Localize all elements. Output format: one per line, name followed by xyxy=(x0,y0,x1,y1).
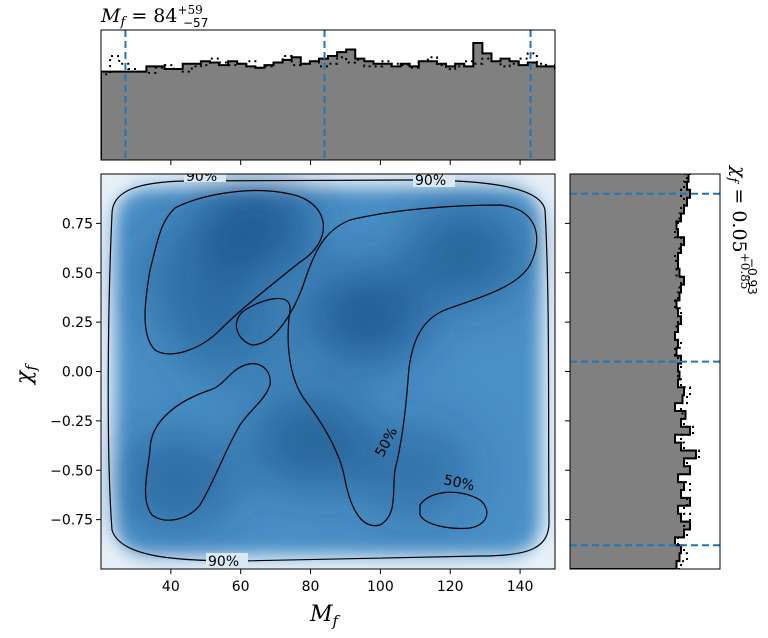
contour-50-center xyxy=(235,204,538,527)
joint-panel: 90% 90% 90% 50% 50% 40 60 80 100 120 140 −0.7… xyxy=(12,169,556,630)
density-peak-7 xyxy=(128,224,249,321)
x-axis-label-base: M xyxy=(309,602,333,627)
contour-label-90-top-right: 90% xyxy=(415,173,446,189)
right-title-sub: f xyxy=(725,177,740,185)
top-title-base: M xyxy=(100,5,121,27)
contour-label-bg-1 xyxy=(184,174,226,182)
y-axis-label: χf xyxy=(12,363,40,386)
top-title-eq: = 84 xyxy=(125,5,177,27)
top-hist-dotted xyxy=(101,52,555,160)
right-hist-fill xyxy=(570,174,696,569)
top-panel-frame xyxy=(100,29,556,161)
right-hist-dotted xyxy=(570,174,700,569)
contour-label-90-top-left: 90% xyxy=(186,169,217,185)
x-axis-label-sub: f xyxy=(332,612,341,630)
right-hist-outline xyxy=(570,174,697,569)
density-blobs xyxy=(117,179,525,529)
right-panel-yticks xyxy=(565,222,570,521)
density-heatmap: 90% 90% 90% 50% 50% xyxy=(101,169,555,570)
x-tick-label: 140 xyxy=(507,579,534,595)
top-title-sup: +59 xyxy=(177,3,202,17)
joint-yticks: −0.75 −0.50 −0.25 0.00 0.25 0.50 0.75 xyxy=(50,216,101,529)
right-marginal-title: χf = 0.05+0.85 xyxy=(725,164,752,289)
x-tick-label: 100 xyxy=(367,579,394,595)
density-peak-2 xyxy=(404,205,525,301)
top-title-inf: −57 xyxy=(183,16,208,30)
density-peak-4 xyxy=(117,432,238,529)
y-tick-label: 0.75 xyxy=(62,216,93,232)
contour-label-50-lower-right: 50% xyxy=(442,472,476,494)
y-tick-label: 0.00 xyxy=(62,365,93,381)
contour-labels: 90% 90% 90% 50% 50% xyxy=(184,169,476,570)
y-axis-label-sub: f xyxy=(22,363,40,372)
contour-50-lower-right xyxy=(419,491,488,530)
y-tick-label: −0.25 xyxy=(50,414,93,430)
top-panel-xticks xyxy=(170,160,521,165)
right-quantile-lines xyxy=(570,192,720,547)
density-peak-1 xyxy=(306,268,427,365)
joint-xticks: 40 60 80 100 120 140 xyxy=(162,569,534,595)
top-marginal-title: Mf = 84+59 xyxy=(100,3,203,30)
top-hist-outline xyxy=(101,42,555,160)
x-tick-label: 40 xyxy=(162,579,180,595)
top-hist-fill xyxy=(101,43,555,160)
right-title-inf: −0.93 xyxy=(745,258,759,295)
x-tick-label: 60 xyxy=(232,579,250,595)
x-tick-label: 120 xyxy=(437,579,464,595)
x-tick-label: 80 xyxy=(302,579,320,595)
contour-label-bg-3 xyxy=(206,553,248,568)
y-tick-label: −0.50 xyxy=(50,463,93,479)
y-tick-label: −0.75 xyxy=(50,513,93,529)
right-histogram xyxy=(570,174,700,569)
right-marginal-panel: χf = 0.05+0.85 −0.93 xyxy=(565,164,759,570)
contour-50-lower-left xyxy=(144,363,271,521)
density-peak-6 xyxy=(355,422,476,519)
top-histogram xyxy=(101,42,555,160)
x-axis-label: Mf xyxy=(309,602,341,630)
y-tick-label: 0.25 xyxy=(62,315,93,331)
right-title-base: χ xyxy=(728,164,750,179)
y-axis-label-base: χ xyxy=(12,369,37,386)
top-title-sub: f xyxy=(119,15,127,30)
right-title-sup: +0.85 xyxy=(738,253,752,290)
y-tick-label: 0.50 xyxy=(62,266,93,282)
density-peak-3 xyxy=(250,392,371,489)
right-title-eq: = 0.05 xyxy=(728,182,750,252)
contour-50-upper-left xyxy=(144,189,324,355)
contour-label-90-bottom: 90% xyxy=(208,554,239,570)
contour-label-bg-2 xyxy=(413,174,455,187)
top-marginal-panel: Mf = 84+59 −57 xyxy=(100,3,556,165)
